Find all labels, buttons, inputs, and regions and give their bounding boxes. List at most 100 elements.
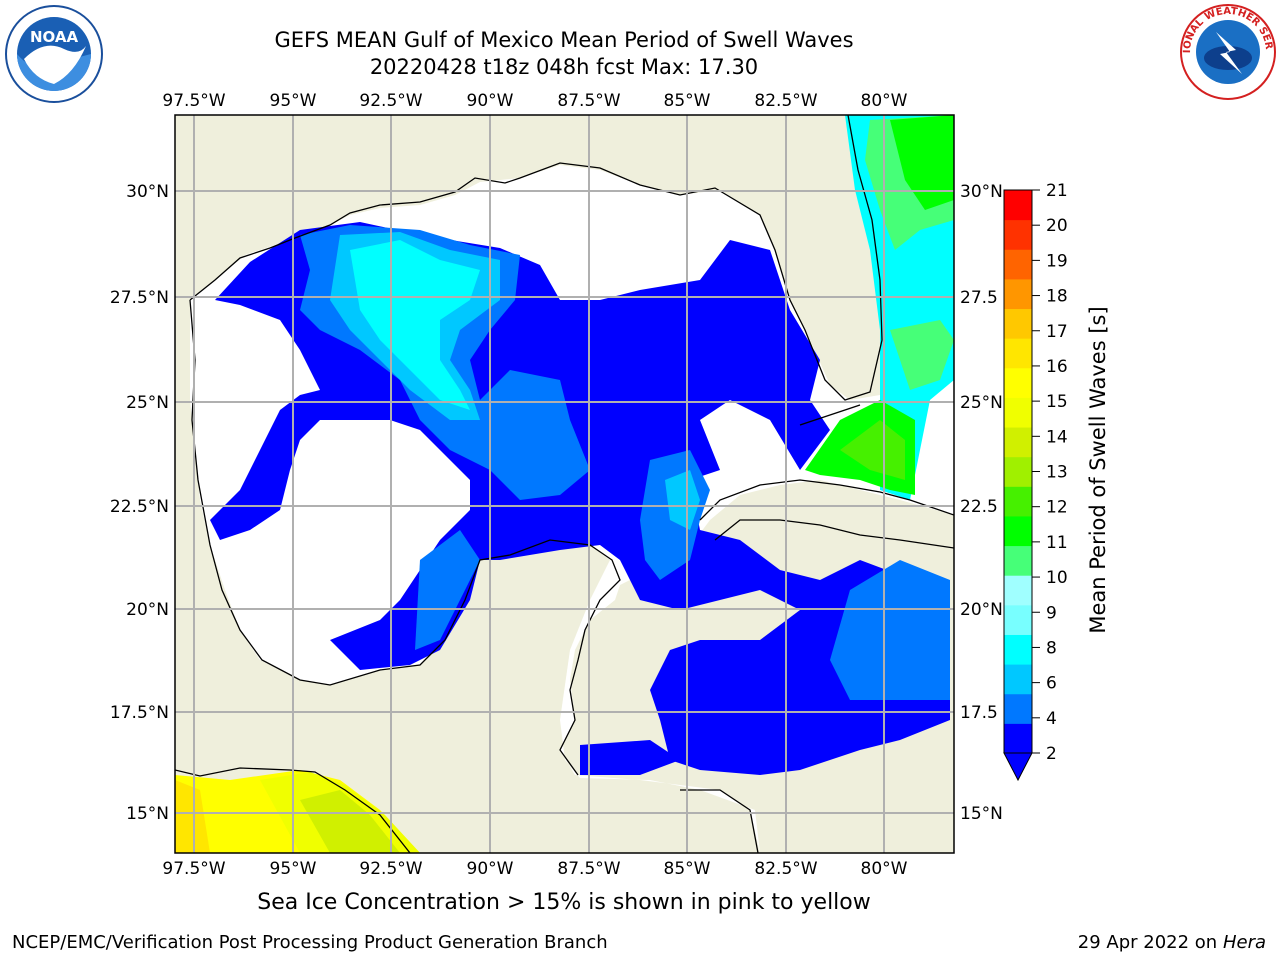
colorbar-tick-label: 20: [1046, 216, 1068, 236]
colorbar-swatch: [1004, 397, 1032, 428]
colorbar-swatch: [1004, 367, 1032, 398]
lon-label: 87.5°W: [557, 859, 620, 879]
lon-label: 92.5°W: [359, 859, 422, 879]
pacific-region-13s: [300, 790, 400, 853]
lat-label: 17.5°N: [110, 703, 169, 723]
lat-label: 30°N: [126, 182, 169, 202]
colorbar-swatch: [1004, 190, 1032, 221]
lat-label: 17.5: [960, 703, 998, 723]
lon-label: 82.5°W: [754, 859, 817, 879]
nws-logo: NATIONAL WEATHER SERVICE: [1178, 2, 1276, 100]
swell-region-bahamas-10s: [890, 320, 954, 390]
pacific-region-16s: [175, 780, 210, 853]
colorbar-tick-label: 14: [1046, 427, 1068, 447]
coastline: [175, 115, 954, 853]
lat-label: 15°N: [960, 804, 1003, 824]
colorbar-tick-label: 11: [1046, 533, 1068, 553]
colorbar-swatch: [1004, 249, 1032, 280]
lon-label: 80°W: [861, 859, 908, 879]
noaa-logo: NOAA: [5, 5, 103, 103]
colorbar-tick-label: 19: [1046, 251, 1068, 271]
colorbar-tick-label: 18: [1046, 287, 1068, 307]
colorbar: 2 4 6 8 9 10 11 12 13 14 15 16 17 18 19 20 21: [1003, 181, 1068, 782]
lon-label: 95°W: [270, 91, 317, 111]
colorbar-tick-label: 13: [1046, 463, 1068, 483]
colorbar-tick-label: 12: [1046, 498, 1068, 518]
colorbar-tick-label: 4: [1046, 709, 1057, 729]
lat-label: 30°N: [960, 182, 1003, 202]
lon-label: 85°W: [664, 91, 711, 111]
lon-label: 95°W: [270, 859, 317, 879]
lat-label: 25°N: [126, 393, 169, 413]
lat-label: 27.5°N: [110, 288, 169, 308]
colorbar-swatch: [1004, 486, 1032, 517]
footer-date: 29 Apr 2022 on Hera: [1078, 932, 1266, 953]
swell-region-atlantic-11s: [890, 115, 954, 210]
footer-date-text: 29 Apr 2022 on: [1077, 932, 1223, 953]
cuba-south-coast: [714, 519, 954, 549]
colorbar-tick-label: 15: [1046, 392, 1068, 412]
colorbar-swatch: [1004, 338, 1032, 369]
swell-region-4s-carib: [830, 560, 950, 700]
lon-label: 80°W: [861, 91, 908, 111]
swell-region-6s-yucatan: [665, 470, 700, 530]
colorbar-swatch: [1004, 545, 1032, 576]
colorbar-tick-label: 9: [1046, 603, 1057, 623]
colorbar-tick-label: 17: [1046, 322, 1068, 342]
colorbar-swatch: [1004, 456, 1032, 487]
colorbar-swatch: [1004, 723, 1032, 754]
colorbar-swatch: [1004, 634, 1032, 665]
lon-labels-top: 97.5°W 95°W 92.5°W 90°W 87.5°W 85°W 82.5…: [162, 91, 907, 111]
colorbar-swatch: [1004, 219, 1032, 250]
lat-label: 27.5: [960, 288, 998, 308]
colorbar-tick-label: 2: [1046, 744, 1057, 764]
chart-subtitle: 20220428 t18z 048h fcst Max: 17.30: [369, 55, 759, 79]
sea-ice-note: Sea Ice Concentration > 15% is shown in …: [257, 890, 871, 915]
colorbar-swatch: [1004, 515, 1032, 547]
swell-region-straits-12s: [840, 420, 905, 480]
colorbar-swatch: [1004, 427, 1032, 458]
lon-label: 97.5°W: [162, 859, 225, 879]
map-frame: [174, 114, 955, 854]
lon-label: 92.5°W: [359, 91, 422, 111]
colorbar-swatch: [1004, 604, 1032, 635]
colorbar-tick-label: 6: [1046, 674, 1057, 694]
lat-label: 20°N: [126, 600, 169, 620]
map-canvas: [175, 115, 954, 853]
lat-label: 25°N: [960, 393, 1003, 413]
footer-credit: NCEP/EMC/Verification Post Processing Pr…: [12, 932, 608, 953]
colorbar-swatch: [1004, 664, 1032, 695]
colorbar-swatch: [1004, 575, 1032, 606]
colorbar-label: Mean Period of Swell Waves [s]: [1086, 306, 1110, 633]
colorbar-tick-label: 8: [1046, 638, 1057, 658]
lon-label: 82.5°W: [754, 91, 817, 111]
lat-label: 22.5°N: [110, 497, 169, 517]
colorbar-swatch: [1004, 693, 1032, 724]
colorbar-tick-label: 16: [1046, 357, 1068, 377]
lat-label: 22.5: [960, 497, 998, 517]
lon-label: 90°W: [467, 91, 514, 111]
lon-label: 85°W: [664, 859, 711, 879]
graticule: [175, 115, 954, 853]
footer-host: Hera: [1222, 932, 1266, 953]
lat-labels-right: 30°N 27.5 25°N 22.5 20°N 17.5 15°N: [960, 182, 1003, 824]
swell-region-4s-bay: [415, 530, 480, 650]
noaa-logo-text: NOAA: [30, 28, 79, 46]
lat-label: 15°N: [126, 804, 169, 824]
colorbar-tick-label: 10: [1046, 568, 1068, 588]
lon-label: 97.5°W: [162, 91, 225, 111]
lon-labels-bottom: 97.5°W 95°W 92.5°W 90°W 87.5°W 85°W 82.5…: [162, 859, 907, 879]
lon-label: 90°W: [467, 859, 514, 879]
colorbar-swatch: [1004, 278, 1032, 310]
swell-region-8s: [350, 240, 480, 410]
colorbar-extend-arrow: [1003, 752, 1033, 782]
lat-labels-left: 30°N 27.5°N 25°N 22.5°N 20°N 17.5°N 15°N: [110, 182, 169, 824]
chart-title: GEFS MEAN Gulf of Mexico Mean Period of …: [274, 28, 854, 52]
lat-label: 20°N: [960, 600, 1003, 620]
swell-region-2s-south: [580, 740, 680, 775]
colorbar-swatch: [1004, 308, 1032, 339]
colorbar-tick-label: 21: [1046, 181, 1068, 201]
lon-label: 87.5°W: [557, 91, 620, 111]
florida-keys: [799, 404, 861, 426]
